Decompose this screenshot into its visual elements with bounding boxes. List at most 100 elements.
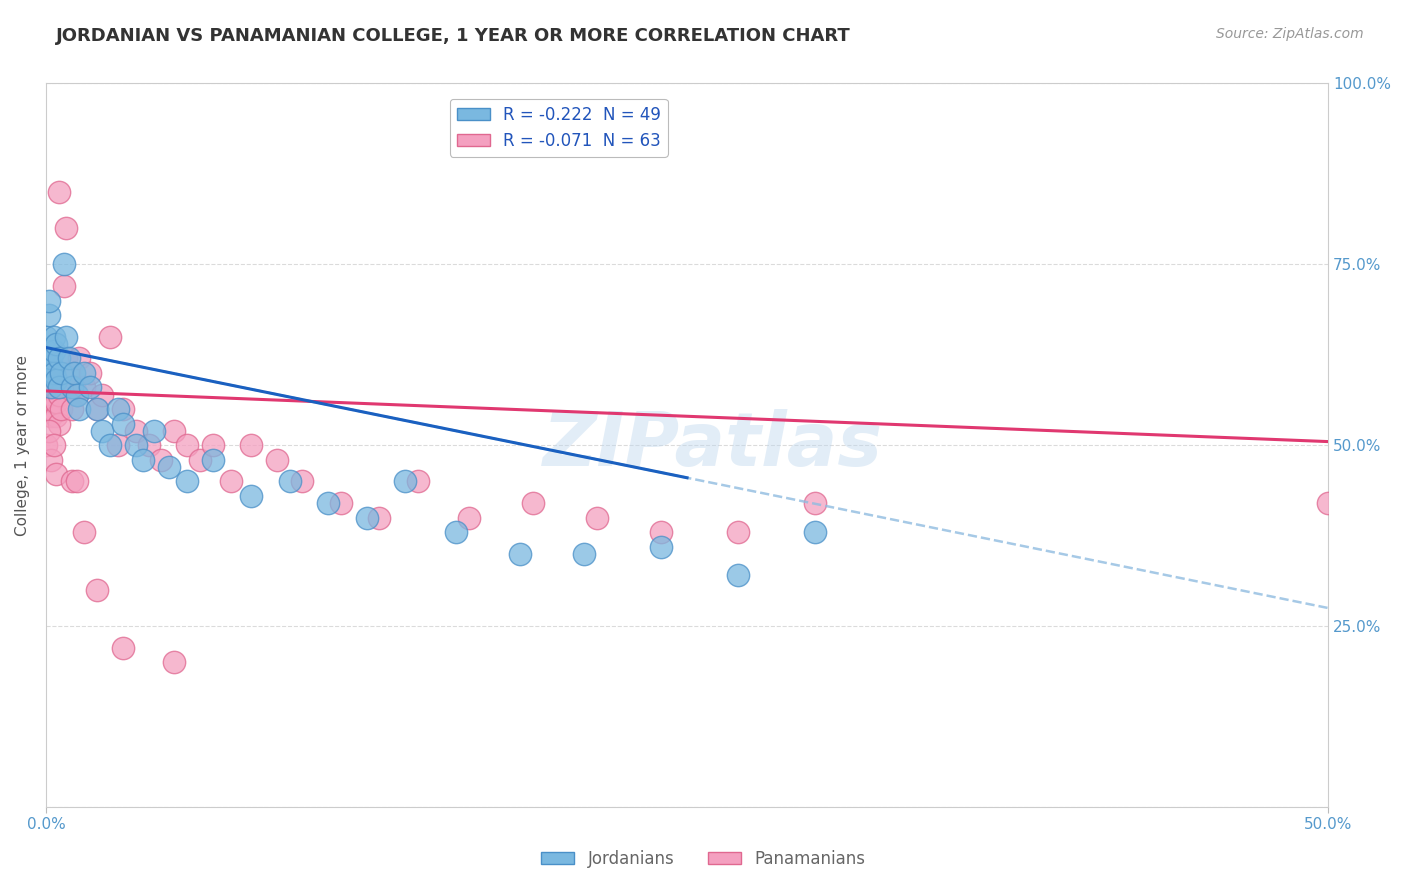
Point	[60, 402, 83, 417]
Point	[52, 279, 75, 293]
Point	[574, 547, 596, 561]
Point	[329, 496, 352, 510]
Point	[48, 351, 70, 366]
Point	[125, 438, 148, 452]
Point	[39, 452, 62, 467]
Point	[42, 366, 65, 380]
Point	[73, 366, 96, 380]
Point	[38, 351, 60, 366]
Point	[66, 387, 89, 401]
Point	[35, 438, 58, 452]
Point	[111, 640, 134, 655]
Text: JORDANIAN VS PANAMANIAN COLLEGE, 1 YEAR OR MORE CORRELATION CHART: JORDANIAN VS PANAMANIAN COLLEGE, 1 YEAR …	[56, 27, 851, 45]
Point	[586, 510, 609, 524]
Point	[163, 655, 186, 669]
Point	[39, 380, 62, 394]
Point	[45, 409, 67, 424]
Point	[240, 489, 263, 503]
Point	[45, 394, 67, 409]
Point	[201, 438, 224, 452]
Point	[727, 524, 749, 539]
Point	[138, 438, 160, 452]
Point	[39, 359, 62, 373]
Point	[394, 475, 416, 489]
Point	[163, 424, 186, 438]
Point	[406, 475, 429, 489]
Point	[98, 329, 121, 343]
Point	[39, 380, 62, 394]
Point	[66, 387, 89, 401]
Point	[52, 257, 75, 271]
Point	[38, 424, 60, 438]
Point	[73, 380, 96, 394]
Point	[58, 366, 80, 380]
Point	[42, 344, 65, 359]
Point	[291, 475, 314, 489]
Point	[650, 524, 672, 539]
Point	[107, 438, 129, 452]
Point	[48, 185, 70, 199]
Point	[38, 293, 60, 308]
Point	[458, 510, 481, 524]
Point	[38, 366, 60, 380]
Point	[522, 496, 544, 510]
Point	[278, 475, 301, 489]
Point	[39, 366, 62, 380]
Point	[188, 452, 211, 467]
Y-axis label: College, 1 year or more: College, 1 year or more	[15, 355, 30, 536]
Point	[66, 475, 89, 489]
Point	[266, 452, 288, 467]
Point	[132, 452, 155, 467]
Point	[51, 402, 73, 417]
Point	[240, 438, 263, 452]
Point	[86, 402, 108, 417]
Point	[45, 337, 67, 351]
Point	[63, 380, 86, 394]
Point	[55, 221, 77, 235]
Point	[58, 351, 80, 366]
Point	[48, 380, 70, 394]
Point	[38, 402, 60, 417]
Point	[86, 402, 108, 417]
Point	[35, 344, 58, 359]
Point	[79, 380, 101, 394]
Point	[39, 366, 62, 380]
Point	[35, 366, 58, 380]
Point	[157, 459, 180, 474]
Point	[150, 452, 173, 467]
Point	[42, 329, 65, 343]
Point	[42, 394, 65, 409]
Point	[219, 475, 242, 489]
Legend: Jordanians, Panamanians: Jordanians, Panamanians	[534, 844, 872, 875]
Point	[67, 351, 90, 366]
Point	[176, 475, 198, 489]
Point	[368, 510, 391, 524]
Point	[38, 387, 60, 401]
Text: ZIPatlas: ZIPatlas	[543, 409, 883, 482]
Point	[1317, 496, 1340, 510]
Point	[38, 351, 60, 366]
Point	[176, 438, 198, 452]
Point	[650, 540, 672, 554]
Point	[51, 366, 73, 380]
Point	[60, 380, 83, 394]
Point	[91, 424, 114, 438]
Point	[804, 496, 827, 510]
Point	[86, 582, 108, 597]
Point	[55, 351, 77, 366]
Point	[63, 366, 86, 380]
Text: Source: ZipAtlas.com: Source: ZipAtlas.com	[1216, 27, 1364, 41]
Point	[35, 329, 58, 343]
Point	[111, 417, 134, 431]
Point	[91, 387, 114, 401]
Point	[201, 452, 224, 467]
Point	[60, 475, 83, 489]
Point	[727, 568, 749, 582]
Point	[111, 402, 134, 417]
Point	[98, 438, 121, 452]
Point	[48, 417, 70, 431]
Point	[509, 547, 531, 561]
Point	[79, 366, 101, 380]
Point	[142, 424, 165, 438]
Point	[35, 380, 58, 394]
